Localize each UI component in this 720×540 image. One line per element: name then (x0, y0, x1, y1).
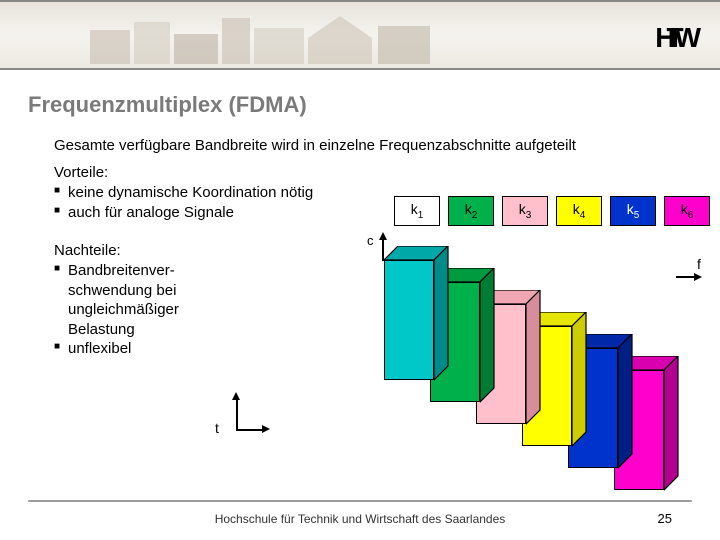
nachteile-heading: Nachteile: (54, 242, 200, 259)
channel-box: k3 (502, 196, 548, 226)
htw-logo: HTW (655, 22, 698, 54)
channel-label: k4 (573, 201, 586, 221)
channel-box: k1 (394, 196, 440, 226)
page-number: 25 (658, 511, 672, 526)
nachteile-item: unflexibel (54, 339, 200, 359)
fdma-3d-bars (244, 250, 704, 450)
vorteile-list: keine dynamische Koordination nötigauch … (54, 183, 320, 222)
intro-text: Gesamte verfügbare Bandbreite wird in ei… (54, 136, 672, 156)
axis-t-hline (236, 429, 264, 431)
channel-box: k2 (448, 196, 494, 226)
channel-label: k5 (627, 201, 640, 221)
channel-label: k1 (411, 201, 424, 221)
channel-label-row: k1 k2 k3 k4 k5 k6 (394, 196, 710, 226)
axis-t-label: t (215, 420, 219, 436)
footer-divider (28, 500, 692, 502)
channel-label: k3 (519, 201, 532, 221)
channel-box: k4 (556, 196, 602, 226)
channel-label: k2 (465, 201, 478, 221)
channel-box: k5 (610, 196, 656, 226)
channel-box: k6 (664, 196, 710, 226)
slide-title: Frequenzmultiplex (FDMA) (28, 92, 720, 118)
axis-t-harrow (262, 425, 270, 433)
axis-t-vline (236, 398, 238, 430)
vorteile-heading: Vorteile: (54, 164, 320, 181)
header-banner: HTW (0, 0, 720, 70)
axis-t-varrow (232, 392, 240, 400)
nachteile-list: Bandbreitenver-schwendung bei ungleichmä… (54, 261, 200, 359)
channel-label: k6 (681, 201, 694, 221)
footer-text: Hochschule für Technik und Wirtschaft de… (0, 512, 720, 526)
vorteile-item: auch für analoge Signale (54, 203, 320, 223)
nachteile-item: Bandbreitenver-schwendung bei ungleichmä… (54, 261, 200, 339)
axis-c-label: c (367, 233, 374, 248)
building-silhouette (90, 10, 430, 64)
vorteile-item: keine dynamische Koordination nötig (54, 183, 320, 203)
